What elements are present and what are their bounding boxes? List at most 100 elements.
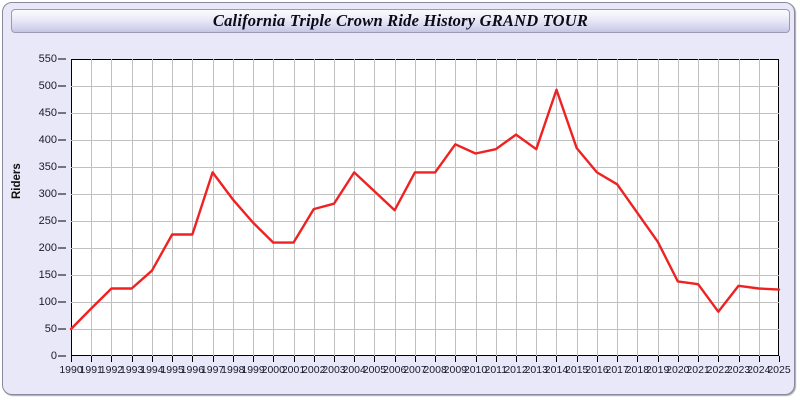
x-tick-mark: [596, 356, 598, 362]
grid-line-horizontal: [71, 221, 779, 222]
x-tick-label: 1996: [180, 364, 205, 376]
grid-line-vertical: [435, 59, 437, 356]
y-tick-mark: [58, 58, 66, 60]
x-tick-label: 2008: [423, 364, 447, 376]
x-tick-mark: [536, 356, 538, 362]
x-tick-label: 2007: [403, 364, 427, 376]
grid-line-vertical: [698, 59, 700, 356]
grid-line-vertical: [151, 59, 153, 356]
x-tick-mark: [253, 356, 255, 362]
x-tick-label: 2006: [382, 364, 407, 376]
y-tick-label: 400: [38, 134, 57, 146]
x-tick-label: 2010: [463, 364, 488, 376]
x-tick-label: 2003: [322, 364, 346, 376]
x-tick-label: 2009: [443, 364, 468, 376]
x-tick-mark: [556, 356, 558, 362]
grid-line-vertical: [677, 59, 679, 356]
x-tick-label: 2004: [342, 364, 366, 376]
grid-line-horizontal: [71, 86, 779, 87]
x-tick-label: 2025: [767, 364, 791, 376]
y-axis: Riders 0 50 100 150 200 250 300 350 400 450 500 550: [3, 3, 71, 403]
x-tick-mark: [374, 356, 376, 362]
x-tick-mark: [738, 356, 740, 362]
x-tick-mark: [779, 356, 780, 362]
y-tick-mark: [58, 220, 66, 222]
x-tick-label: 2024: [747, 364, 771, 376]
y-tick-mark: [58, 139, 66, 141]
x-tick-label: 1997: [200, 364, 225, 376]
x-tick-label: 2017: [605, 364, 629, 376]
x-tick-mark: [172, 356, 174, 362]
x-tick-label: 1993: [119, 364, 144, 376]
grid-line-vertical: [192, 59, 194, 356]
x-tick-label: 2019: [645, 364, 670, 376]
grid-line-vertical: [293, 59, 295, 356]
y-tick-label: 350: [38, 161, 57, 173]
grid-line-vertical: [758, 59, 760, 356]
x-tick-label: 2021: [686, 364, 710, 376]
y-tick-mark: [58, 193, 66, 195]
x-tick-mark: [698, 356, 700, 362]
grid-line-vertical: [576, 59, 578, 356]
x-tick-label: 1991: [79, 364, 103, 376]
x-tick-mark: [637, 356, 639, 362]
y-tick-label: 550: [38, 53, 57, 65]
y-tick-mark: [58, 274, 66, 276]
x-tick-label: 2000: [261, 364, 285, 376]
y-tick-label: 100: [38, 296, 57, 308]
x-axis: 1990 1991 1992 1993 1994 1995 1996 1997 1998 1999…: [3, 356, 800, 396]
grid-line-horizontal: [71, 194, 779, 195]
x-tick-label: 2011: [484, 364, 508, 376]
page-title: California Triple Crown Ride History GRA…: [212, 11, 589, 30]
grid-line-vertical: [253, 59, 255, 356]
x-tick-mark: [677, 356, 679, 362]
x-tick-mark: [718, 356, 720, 362]
grid-line-vertical: [475, 59, 477, 356]
x-tick-label: 2015: [565, 364, 589, 376]
grid-line-vertical: [91, 59, 93, 356]
x-tick-label: 2005: [362, 364, 387, 376]
grid-line-horizontal: [71, 140, 779, 141]
x-tick-mark: [435, 356, 437, 362]
x-tick-label: 1995: [160, 364, 184, 376]
grid-line-horizontal: [71, 275, 779, 276]
grid-line-vertical: [313, 59, 315, 356]
grid-line-vertical: [414, 59, 416, 356]
grid-line-vertical: [131, 59, 133, 356]
x-tick-label: 1992: [99, 364, 124, 376]
x-tick-mark: [111, 356, 113, 362]
grid-line-vertical: [212, 59, 214, 356]
grid-line-vertical: [354, 59, 356, 356]
y-tick-label: 250: [38, 215, 57, 227]
y-tick-label: 450: [38, 107, 57, 119]
x-tick-mark: [151, 356, 153, 362]
x-tick-label: 1994: [140, 364, 164, 376]
y-tick-mark: [58, 112, 66, 114]
grid-line-horizontal: [71, 329, 779, 330]
x-tick-label: 2002: [302, 364, 326, 376]
grid-line-horizontal: [71, 167, 779, 168]
grid-line-vertical: [637, 59, 639, 356]
x-tick-mark: [293, 356, 295, 362]
y-tick-label: 150: [38, 269, 57, 281]
x-tick-mark: [91, 356, 93, 362]
x-tick-mark: [475, 356, 477, 362]
grid-line-vertical: [273, 59, 275, 356]
series-riders-line: [69, 88, 781, 331]
x-tick-mark: [333, 356, 335, 362]
grid-line-vertical: [111, 59, 113, 356]
x-tick-mark: [657, 356, 659, 362]
y-tick-mark: [58, 328, 66, 330]
grid-line-vertical: [617, 59, 619, 356]
y-axis-label: Riders: [11, 163, 23, 199]
grid-line-horizontal: [71, 248, 779, 249]
x-tick-mark: [576, 356, 578, 362]
grid-line-horizontal: [71, 113, 779, 114]
x-tick-label: 2014: [544, 364, 569, 376]
y-tick-mark: [58, 166, 66, 168]
window-titlebar: California Triple Crown Ride History GRA…: [11, 9, 790, 33]
x-tick-mark: [131, 356, 133, 362]
x-tick-label: 2016: [585, 364, 609, 376]
grid-line-vertical: [495, 59, 497, 356]
